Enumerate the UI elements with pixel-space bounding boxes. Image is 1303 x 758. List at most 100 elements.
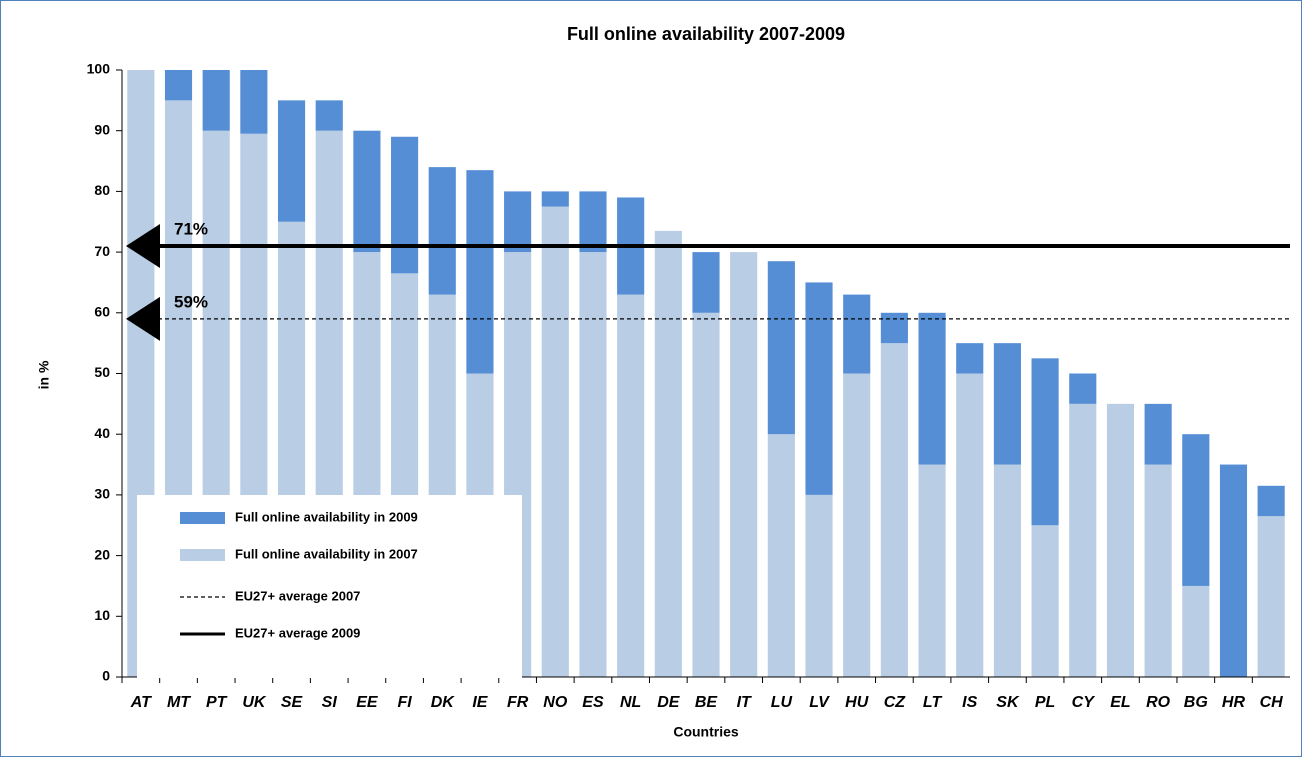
bar-segment bbox=[767, 261, 795, 435]
x-tick-label: SE bbox=[281, 694, 304, 711]
bar-segment bbox=[1031, 525, 1059, 677]
x-tick-label: CH bbox=[1260, 694, 1284, 711]
bar-segment bbox=[880, 312, 908, 344]
x-tick-label: UK bbox=[242, 694, 267, 711]
bar-segment bbox=[956, 373, 984, 677]
bar-segment bbox=[579, 252, 607, 677]
x-tick-label: PL bbox=[1035, 694, 1055, 711]
bar-segment bbox=[541, 206, 569, 677]
x-tick-label: PT bbox=[206, 694, 228, 711]
bar-segment bbox=[692, 312, 720, 677]
average-label: 71% bbox=[174, 220, 208, 239]
bar-segment bbox=[993, 343, 1021, 465]
bar-segment bbox=[1257, 485, 1285, 517]
bar-segment bbox=[428, 167, 456, 295]
bar-segment bbox=[1182, 434, 1210, 586]
x-tick-label: SK bbox=[996, 694, 1020, 711]
legend-box bbox=[137, 495, 522, 678]
x-tick-label: IT bbox=[737, 694, 752, 711]
x-tick-label: LU bbox=[771, 694, 793, 711]
y-tick-label: 0 bbox=[102, 668, 110, 684]
bar-segment bbox=[391, 136, 419, 274]
bar-segment bbox=[1182, 585, 1210, 677]
bar-segment bbox=[1257, 516, 1285, 677]
bar-segment bbox=[202, 70, 230, 131]
bar-segment bbox=[315, 100, 343, 131]
x-tick-label: SI bbox=[322, 694, 338, 711]
bar-segment bbox=[805, 494, 833, 677]
x-tick-label: RO bbox=[1146, 694, 1171, 711]
bar-segment bbox=[843, 294, 871, 374]
x-tick-label: DK bbox=[431, 694, 456, 711]
x-tick-label: EE bbox=[356, 694, 379, 711]
average-arrow bbox=[126, 224, 160, 269]
bar-segment bbox=[617, 294, 645, 677]
bar-segment bbox=[993, 464, 1021, 677]
bar-segment bbox=[504, 191, 532, 253]
bar-segment bbox=[1106, 403, 1135, 677]
y-tick-label: 50 bbox=[94, 364, 110, 380]
x-tick-label: FI bbox=[397, 694, 412, 711]
bar-segment bbox=[164, 70, 193, 101]
x-tick-label: NL bbox=[620, 694, 641, 711]
x-tick-label: FR bbox=[507, 694, 529, 711]
bar-segment bbox=[730, 252, 758, 677]
bar-segment bbox=[918, 312, 946, 465]
legend-label: Full online availability in 2007 bbox=[235, 546, 418, 561]
bar-segment bbox=[277, 100, 306, 222]
x-tick-label: AT bbox=[130, 694, 152, 711]
chart-title: Full online availability 2007-2009 bbox=[567, 24, 845, 44]
x-tick-label: NO bbox=[543, 694, 568, 711]
y-tick-label: 60 bbox=[94, 304, 110, 320]
y-tick-label: 100 bbox=[87, 61, 111, 77]
bar-segment bbox=[767, 434, 795, 677]
bar-segment bbox=[353, 130, 381, 253]
x-tick-label: EL bbox=[1110, 694, 1130, 711]
bar-segment bbox=[843, 373, 871, 677]
legend-label: Full online availability in 2009 bbox=[235, 509, 418, 524]
bar-segment bbox=[1069, 403, 1097, 677]
average-label: 59% bbox=[174, 292, 208, 311]
x-tick-label: DE bbox=[657, 694, 681, 711]
bar-segment bbox=[1069, 373, 1097, 404]
x-tick-label: HU bbox=[845, 694, 869, 711]
legend-label: EU27+ average 2009 bbox=[235, 625, 360, 640]
bar-segment bbox=[579, 191, 607, 253]
bar-segment bbox=[805, 282, 833, 495]
bar-segment bbox=[880, 343, 908, 677]
bar-segment bbox=[1219, 464, 1248, 677]
y-tick-label: 40 bbox=[94, 425, 110, 441]
x-tick-label: LT bbox=[923, 694, 943, 711]
x-tick-label: IE bbox=[472, 694, 488, 711]
y-tick-label: 30 bbox=[94, 486, 110, 502]
bar-segment bbox=[1144, 403, 1172, 465]
y-tick-label: 90 bbox=[94, 121, 110, 137]
x-tick-label: BE bbox=[695, 694, 719, 711]
legend-label: EU27+ average 2007 bbox=[235, 588, 360, 603]
y-tick-label: 80 bbox=[94, 182, 110, 198]
x-tick-label: CY bbox=[1072, 694, 1096, 711]
bar-segment bbox=[1031, 358, 1059, 526]
bar-segment bbox=[240, 70, 268, 134]
legend-swatch bbox=[180, 549, 225, 561]
bar-segment bbox=[466, 170, 494, 374]
bar-segment bbox=[541, 191, 569, 207]
bar-segment bbox=[692, 252, 720, 313]
x-tick-label: LV bbox=[809, 694, 830, 711]
x-tick-label: BG bbox=[1184, 694, 1208, 711]
bar-segment bbox=[654, 230, 682, 678]
x-tick-label: CZ bbox=[884, 694, 907, 711]
average-arrow bbox=[126, 296, 160, 341]
x-tick-label: MT bbox=[167, 694, 191, 711]
y-tick-label: 20 bbox=[94, 546, 110, 562]
legend-swatch bbox=[180, 512, 225, 524]
y-tick-label: 70 bbox=[94, 243, 110, 259]
y-tick-label: 10 bbox=[94, 607, 110, 623]
x-tick-label: HR bbox=[1222, 694, 1246, 711]
y-axis-label: in % bbox=[36, 360, 52, 389]
x-axis-label: Countries bbox=[673, 724, 739, 740]
x-tick-label: IS bbox=[962, 694, 977, 711]
bar-segment bbox=[956, 343, 984, 374]
bar-segment bbox=[1144, 464, 1172, 677]
